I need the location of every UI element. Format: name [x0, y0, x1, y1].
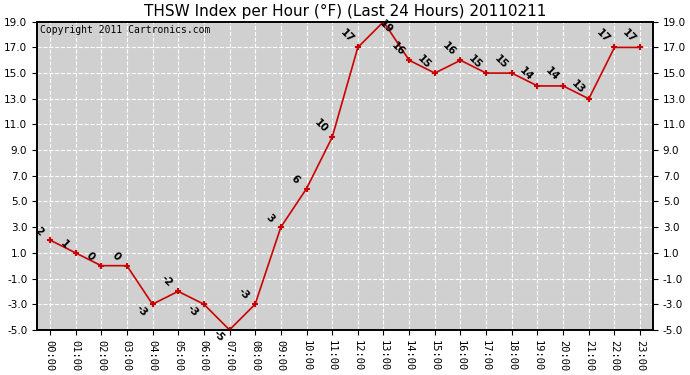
Text: 17: 17	[338, 27, 355, 45]
Text: 17: 17	[620, 27, 638, 45]
Text: 16: 16	[389, 40, 406, 57]
Text: 15: 15	[492, 53, 509, 70]
Text: 14: 14	[518, 66, 535, 83]
Text: 1: 1	[58, 238, 70, 250]
Text: -3: -3	[134, 303, 149, 318]
Text: 14: 14	[543, 66, 561, 83]
Text: 16: 16	[441, 40, 458, 57]
Text: -5: -5	[210, 328, 226, 344]
Text: 6: 6	[289, 174, 302, 186]
Text: 0: 0	[110, 251, 122, 263]
Text: 13: 13	[569, 79, 586, 96]
Text: 3: 3	[264, 212, 276, 224]
Text: -2: -2	[159, 273, 175, 289]
Text: 10: 10	[313, 117, 330, 135]
Text: Copyright 2011 Cartronics.com: Copyright 2011 Cartronics.com	[40, 25, 210, 35]
Text: 15: 15	[415, 53, 433, 70]
Text: -3: -3	[185, 303, 200, 318]
Text: 17: 17	[595, 27, 612, 45]
Text: -3: -3	[237, 286, 252, 302]
Title: THSW Index per Hour (°F) (Last 24 Hours) 20110211: THSW Index per Hour (°F) (Last 24 Hours)…	[144, 4, 546, 19]
Text: 0: 0	[84, 251, 96, 263]
Text: 19: 19	[377, 18, 395, 36]
Text: 15: 15	[466, 53, 484, 70]
Text: 2: 2	[32, 225, 45, 237]
